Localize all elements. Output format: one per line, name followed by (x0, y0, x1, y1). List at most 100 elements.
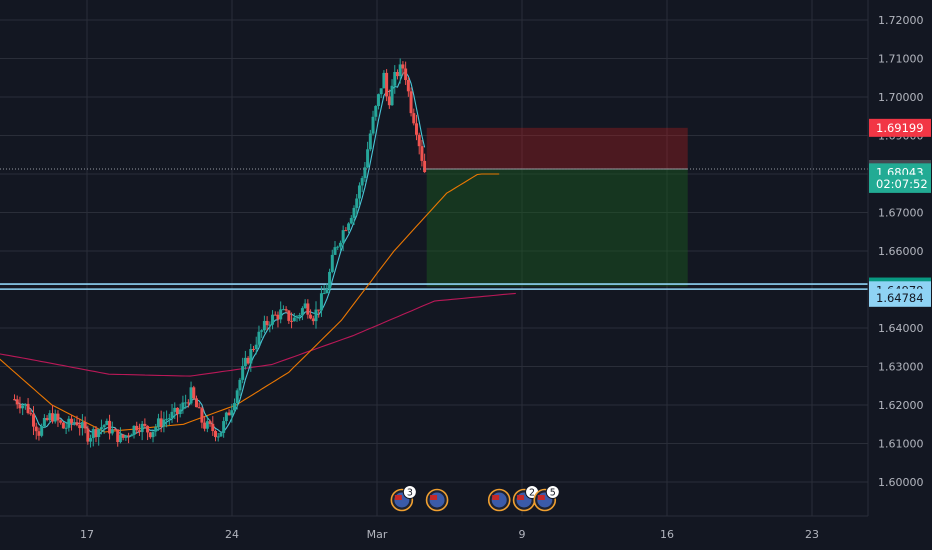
candle-body (385, 72, 389, 97)
candle-body (29, 413, 33, 415)
candle-body (273, 314, 277, 316)
candle-body (170, 411, 174, 419)
candle-body (330, 254, 334, 272)
candle-body (338, 242, 342, 247)
moving-average-line (0, 292, 516, 377)
candle-body (137, 430, 141, 433)
candle-body (238, 379, 242, 391)
event-count-label: 2 (529, 488, 535, 499)
candle-body (333, 247, 337, 255)
candle-body (56, 413, 60, 421)
event-markers[interactable]: 3 2 5 (390, 485, 560, 512)
candle-body (99, 427, 103, 430)
price-badges: 1.691991.681301.6804302:07:521.650771.64… (869, 118, 931, 307)
candle-body (211, 423, 215, 432)
candle-body (45, 417, 49, 421)
time-tick-label: 23 (805, 528, 819, 541)
price-badge (869, 288, 931, 307)
candle-body (420, 146, 424, 161)
price-tick-label: 1.62000 (878, 399, 924, 412)
candle-body (281, 309, 285, 311)
candle-body (300, 308, 304, 315)
candle-body (75, 422, 79, 426)
candle-body (72, 422, 76, 424)
price-tick-label: 1.72000 (878, 14, 924, 27)
time-axis[interactable]: 17 24 Mar 9 16 23 (80, 528, 819, 541)
price-badge-label: 02:07:52 (876, 177, 928, 191)
candle-body (154, 427, 158, 432)
candle-body (113, 429, 117, 431)
candle-body (382, 72, 386, 89)
candle-body (349, 217, 353, 224)
time-tick-label: 17 (80, 528, 94, 541)
candle-body (243, 357, 247, 367)
candle-body (156, 418, 160, 428)
candle-body (423, 160, 427, 173)
candle-body (173, 407, 177, 412)
candle-body (368, 133, 372, 150)
price-tick-label: 1.63000 (878, 361, 924, 374)
candle-body (241, 366, 245, 380)
price-badge (869, 174, 931, 193)
position-zones[interactable] (426, 127, 688, 287)
candle-body (279, 309, 283, 320)
price-axis-panel[interactable] (868, 0, 932, 550)
event-count-label: 5 (550, 488, 556, 499)
price-badge (869, 118, 931, 137)
stop-loss-zone[interactable] (426, 127, 688, 169)
candle-body (276, 314, 280, 320)
candle-body (249, 348, 253, 364)
candle-body (235, 390, 239, 404)
candle-body (205, 421, 209, 429)
candle-body (21, 405, 25, 409)
price-tick-label: 1.66000 (878, 245, 924, 258)
candle-body (363, 167, 367, 179)
candle-body (265, 320, 269, 326)
take-profit-zone[interactable] (426, 168, 688, 287)
candle-body (34, 426, 38, 432)
candle-body (412, 113, 416, 124)
candle-body (222, 421, 226, 433)
candle-body (360, 178, 364, 186)
candle-body (246, 357, 250, 364)
candle-body (110, 429, 114, 434)
candle-body (311, 318, 315, 322)
candle-body (352, 207, 356, 218)
candle-body (105, 420, 109, 426)
candle-body (227, 412, 231, 416)
moving-average-line (0, 173, 500, 433)
candle-body (61, 422, 65, 429)
horizontal-lines[interactable] (0, 283, 868, 290)
candle-body (216, 436, 220, 438)
candle-body (116, 429, 120, 443)
price-tick-label: 1.64000 (878, 322, 924, 335)
candle-body (197, 407, 201, 409)
candle-body (208, 421, 212, 424)
candle-body (15, 399, 19, 405)
candle-body (295, 316, 299, 318)
candle-body (325, 289, 329, 294)
candle-body (80, 422, 84, 429)
event-count-label: 3 (407, 488, 413, 499)
time-tick-label: 9 (519, 528, 526, 541)
candle-body (129, 435, 133, 437)
candle-body (167, 418, 171, 420)
candle-body (252, 348, 256, 350)
candle-body (409, 91, 413, 114)
candle-body (406, 79, 410, 92)
candle-body (140, 423, 144, 433)
candle-body (83, 422, 87, 429)
candle-body (184, 402, 188, 404)
candle-body (287, 310, 291, 321)
flag-icon-canton (430, 495, 438, 500)
candle-body (146, 425, 150, 433)
candle-body (393, 72, 397, 86)
candle-body (23, 403, 27, 406)
candle-body (298, 314, 302, 317)
price-tick-label: 1.61000 (878, 438, 924, 451)
candle-body (189, 387, 193, 404)
candle-body (376, 94, 380, 107)
candlesticks (13, 58, 427, 448)
